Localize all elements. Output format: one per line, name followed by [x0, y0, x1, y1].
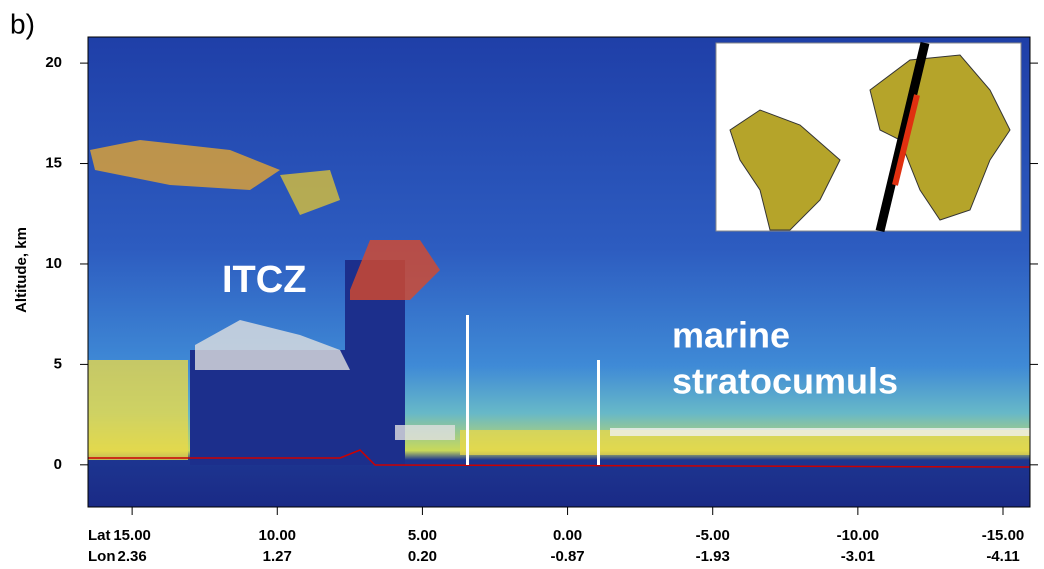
y-tick-label: 10	[45, 255, 62, 272]
y-tick-label: 0	[54, 456, 62, 473]
annotation: stratocumuls	[672, 361, 898, 402]
y-tick-label: 5	[54, 355, 62, 372]
x2-tick-label: -0.87	[550, 548, 584, 565]
x2-tick-label: 1.27	[263, 548, 292, 565]
x2-tick-label: -3.01	[841, 548, 875, 565]
panel-label: b)	[10, 8, 35, 39]
y-tick-label: 20	[45, 54, 62, 71]
x-tick-label: 10.00	[258, 527, 296, 544]
x2-tick-label: -4.11	[986, 548, 1019, 565]
y-tick-label: 15	[45, 155, 62, 172]
x-tick-label: 0.00	[553, 527, 582, 544]
figure: b) Altitude, km ITCZ marine stratocumuls…	[0, 0, 1044, 569]
x-tick-label: 15.00	[113, 527, 151, 544]
x-tick-label: -10.00	[837, 527, 880, 544]
x2-row-label: Lon	[88, 548, 116, 565]
x-tick-label: -15.00	[982, 527, 1025, 544]
annotation: ITCZ	[222, 259, 306, 301]
annotation: marine	[672, 315, 790, 356]
y-axis-label: Altitude, km	[13, 227, 30, 313]
map-inset	[716, 43, 1021, 231]
x-row-label: Lat	[88, 527, 111, 544]
x2-tick-label: -1.93	[696, 548, 730, 565]
x-tick-label: 5.00	[408, 527, 437, 544]
x-tick-label: -5.00	[696, 527, 730, 544]
x2-tick-label: 0.20	[408, 548, 437, 565]
x2-tick-label: 2.36	[118, 548, 147, 565]
